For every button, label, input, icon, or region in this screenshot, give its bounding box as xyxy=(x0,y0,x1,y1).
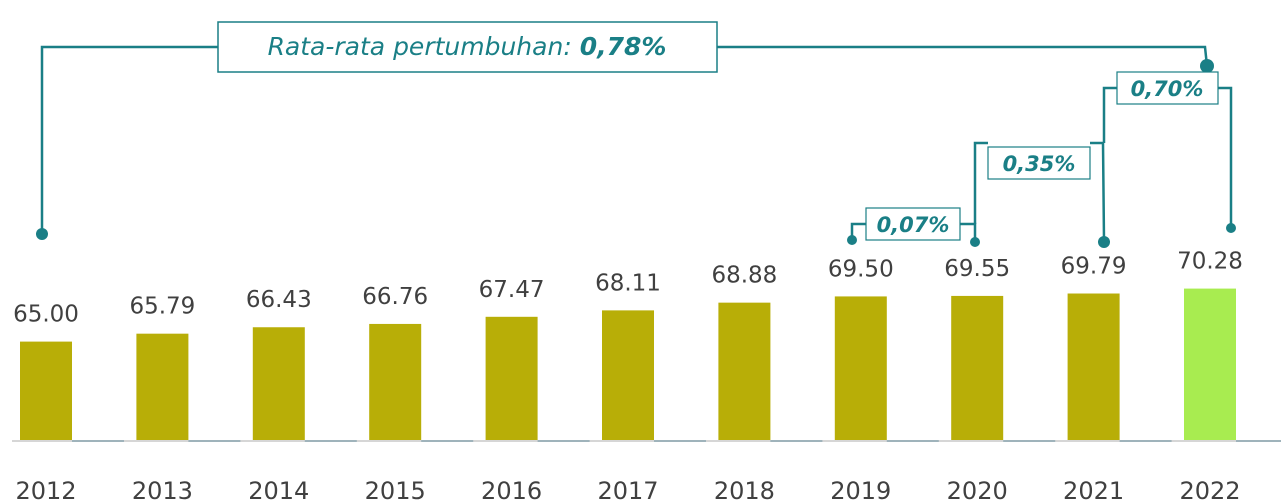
bar xyxy=(136,333,189,440)
x-tick-label: 2017 xyxy=(597,477,658,503)
growth-box xyxy=(1116,71,1219,105)
average-box xyxy=(217,21,718,73)
bracket xyxy=(1090,141,1106,241)
bracket xyxy=(40,45,218,234)
x-tick-label: 2022 xyxy=(1179,477,1240,503)
x-tick-label: 2019 xyxy=(830,477,891,503)
value-label: 70.28 xyxy=(1177,249,1243,275)
value-label: 69.55 xyxy=(944,256,1010,282)
bar xyxy=(718,302,771,440)
x-tick-label: 2020 xyxy=(947,477,1008,503)
dot xyxy=(36,228,48,240)
bar xyxy=(369,323,422,440)
bar xyxy=(485,316,538,440)
value-label: 66.76 xyxy=(362,284,428,310)
x-tick-label: 2021 xyxy=(1063,477,1124,503)
bar xyxy=(252,327,305,440)
value-label: 69.79 xyxy=(1061,254,1127,280)
bracket xyxy=(717,45,1209,67)
bracket xyxy=(973,141,988,224)
bracket xyxy=(850,222,866,240)
average-value: 0,78% xyxy=(580,32,667,61)
value-label: 69.50 xyxy=(828,256,894,282)
value-label: 65.00 xyxy=(13,302,79,328)
average-annotation: Rata-rata pertumbuhan: 0,78% xyxy=(268,32,667,61)
bar xyxy=(20,341,72,440)
growth-box xyxy=(987,146,1091,180)
average-label: Rata-rata pertumbuhan: xyxy=(268,32,572,61)
bar xyxy=(834,296,887,440)
value-label: 65.79 xyxy=(129,294,195,320)
bracket xyxy=(1218,86,1233,226)
x-tick-label: 2014 xyxy=(248,477,309,503)
growth-label: 0,70% xyxy=(1131,77,1204,101)
value-label: 68.11 xyxy=(595,270,661,296)
x-tick-label: 2013 xyxy=(132,477,193,503)
x-tick-label: 2018 xyxy=(714,477,775,503)
dot xyxy=(1098,236,1110,248)
x-tick-label: 2016 xyxy=(481,477,542,503)
x-tick-label: 2015 xyxy=(365,477,426,503)
bracket xyxy=(1102,86,1117,143)
x-tick-label: 2012 xyxy=(15,477,76,503)
value-label: 67.47 xyxy=(479,277,545,303)
dot xyxy=(1226,223,1236,233)
growth-label: 0,07% xyxy=(877,213,950,237)
dot xyxy=(970,237,980,247)
bar xyxy=(1067,293,1120,440)
bar xyxy=(1184,288,1236,440)
value-label: 66.43 xyxy=(246,287,312,313)
growth-label: 0,35% xyxy=(1003,152,1076,176)
value-label: 68.88 xyxy=(711,263,777,289)
dot xyxy=(847,235,857,245)
bar xyxy=(951,295,1004,440)
bar xyxy=(602,310,654,440)
growth-box xyxy=(865,207,961,241)
